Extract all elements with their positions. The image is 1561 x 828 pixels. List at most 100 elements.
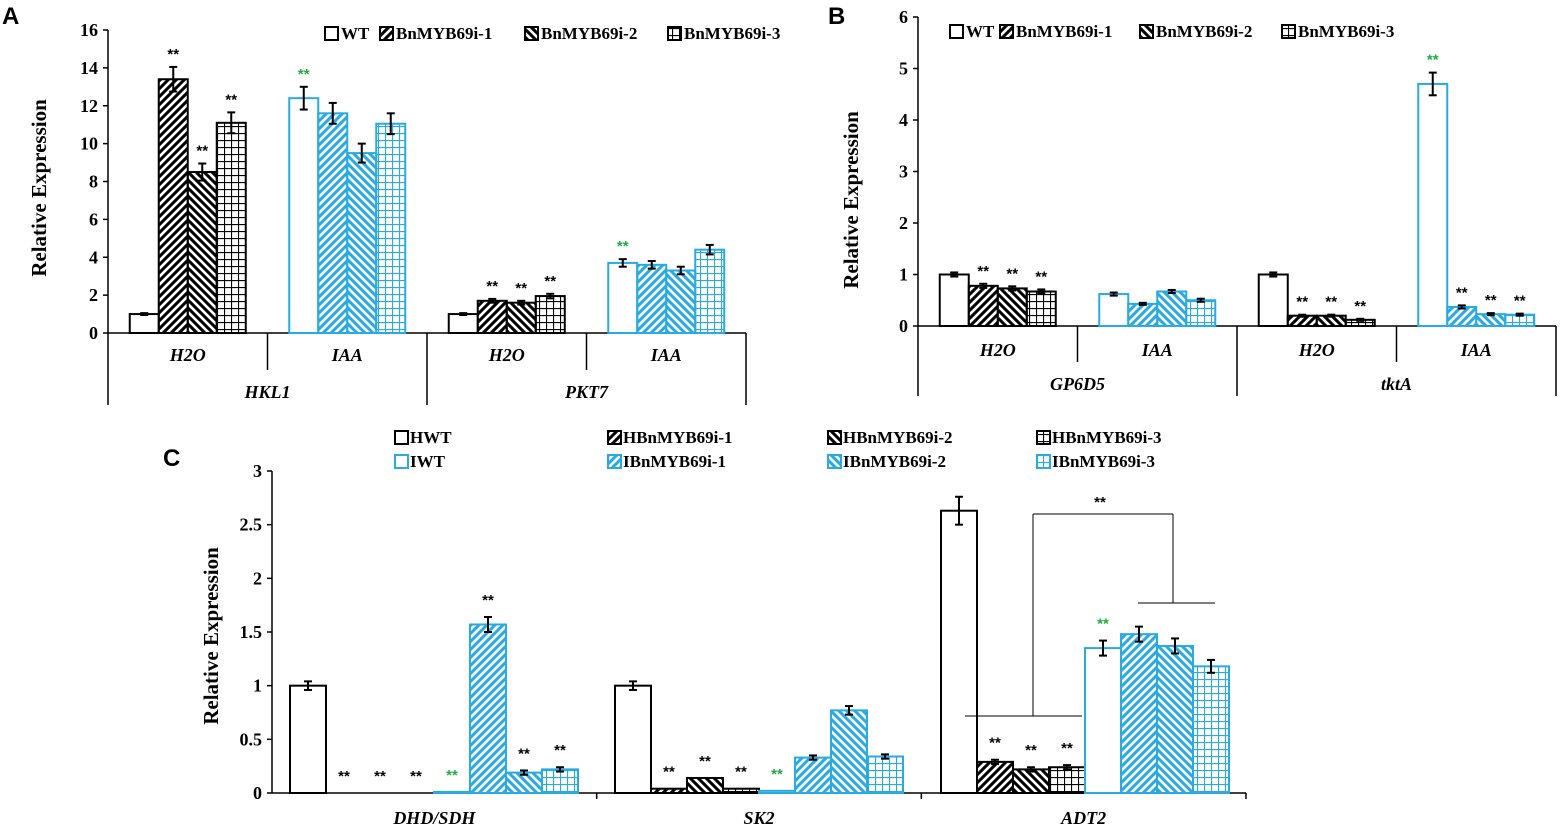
significance-star: ** [1456,284,1468,301]
bar [1025,290,1057,327]
legend-swatch [949,24,964,39]
panel-a-legend: WT BnMYB69i-1 BnMYB69i-2 BnMYB69i-3 [324,24,780,43]
y-tick-label: 2 [89,285,98,305]
bar [794,756,832,795]
condition-label: IAA [1460,340,1492,360]
significance-star: ** [1514,293,1526,310]
gene-label: ADT2 [1060,808,1106,828]
bar [289,684,327,795]
y-tick-label: 0 [253,783,262,803]
bar [665,269,697,335]
y-tick-label: 5 [899,59,908,79]
significance-star: ** [1485,292,1497,309]
condition-label: IAA [1141,340,1173,360]
bar [1185,299,1217,327]
y-tick-label: 6 [89,209,98,229]
bar [938,273,970,327]
significance-star: ** [446,767,458,784]
significance-star: ** [518,745,530,762]
condition-label: H2O [169,345,206,365]
panel-b-letter: B [828,3,845,30]
y-tick-label: 1 [899,265,908,285]
significance-star: ** [486,278,498,295]
bar [541,768,579,794]
legend-label: WT [341,24,370,43]
y-tick-label: 0.5 [240,729,263,749]
y-tick-label: 0 [899,316,908,336]
panel-a-plot: 0 2 4 6 8 10 12 14 16 HKL1 H2O ** ** ** IAA ** PKT7 H2O **… [80,20,747,405]
panel-c-ylabel: Relative Expression [199,547,223,725]
bar [433,790,471,795]
gene-label: HKL1 [243,382,290,402]
y-tick-label: 4 [89,247,98,267]
legend-label: BnMYB69i-1 [396,24,492,43]
bar [650,787,688,794]
legend-label: HBnMYB69i-1 [623,428,733,447]
bar [1156,290,1188,327]
significance-star: ** [1427,52,1439,69]
legend-label: HBnMYB69i-2 [843,428,953,447]
panel-b-ylabel: Relative Expression [839,111,863,289]
y-tick-label: 2 [253,568,262,588]
legend-label: IBnMYB69i-2 [843,452,946,471]
y-tick-label: 16 [80,20,98,40]
significance-star: ** [1325,294,1337,311]
significance-star: ** [374,768,386,785]
bar [996,287,1028,327]
condition-label: H2O [488,345,525,365]
bar [317,112,349,334]
panel-b-plot: 0 1 2 3 4 5 6 GP6D5 H2O ** ** ** IAA tktA H2O ** ** ** IAA… [899,7,1557,396]
bar [686,776,724,794]
y-tick-label: 3 [253,461,262,481]
legend-label: BnMYB69i-2 [541,24,637,43]
legend-swatch [379,26,394,41]
legend-label: BnMYB69i-3 [684,24,780,43]
bar [469,623,507,795]
gene-label: tktA [1381,374,1412,394]
gene-label: DHD/SDH [392,808,476,828]
y-tick-label: 6 [899,7,908,27]
bar [636,263,668,335]
bar [976,760,1014,795]
significance-star: ** [977,263,989,280]
bar [940,509,978,794]
legend-swatch [394,454,409,469]
significance-star: ** [515,280,527,297]
panel-a-ylabel: Relative Expression [27,99,51,277]
legend-swatch [1036,430,1051,445]
significance-star: ** [482,592,494,609]
bar [1012,768,1050,794]
y-tick-label: 8 [89,172,98,192]
significance-star: ** [1025,742,1037,759]
significance-star: ** [1296,294,1308,311]
legend-swatch [1036,454,1051,469]
bar [505,301,537,335]
y-tick-label: 3 [899,162,908,182]
panel-c-plot: 0 0.5 1 1.5 2 2.5 3 DHD/SDH ** ** ** ** ** ** ** SK2 ** *… [240,461,1247,828]
bar [375,122,407,334]
condition-label: H2O [979,340,1016,360]
condition-label: H2O [1298,340,1335,360]
legend-swatch [524,26,539,41]
bar [614,684,652,795]
bar [1098,293,1130,328]
legend-swatch [827,430,842,445]
gene-label: SK2 [743,808,774,828]
legend-swatch [667,26,682,41]
condition-label: IAA [331,345,363,365]
bar [1084,647,1122,794]
legend-swatch [1139,24,1154,39]
significance-star: ** [196,143,208,160]
legend-swatch [607,454,622,469]
condition-label: IAA [650,345,682,365]
bar [866,755,904,794]
legend-label: WT [966,22,995,41]
significance-star: ** [1097,616,1109,633]
y-tick-label: 0 [89,323,98,343]
significance-star: ** [1354,298,1366,315]
gene-label: GP6D5 [1050,374,1105,394]
bar [1048,766,1086,794]
panel-a-letter: A [2,3,19,30]
y-tick-label: 10 [80,134,98,154]
